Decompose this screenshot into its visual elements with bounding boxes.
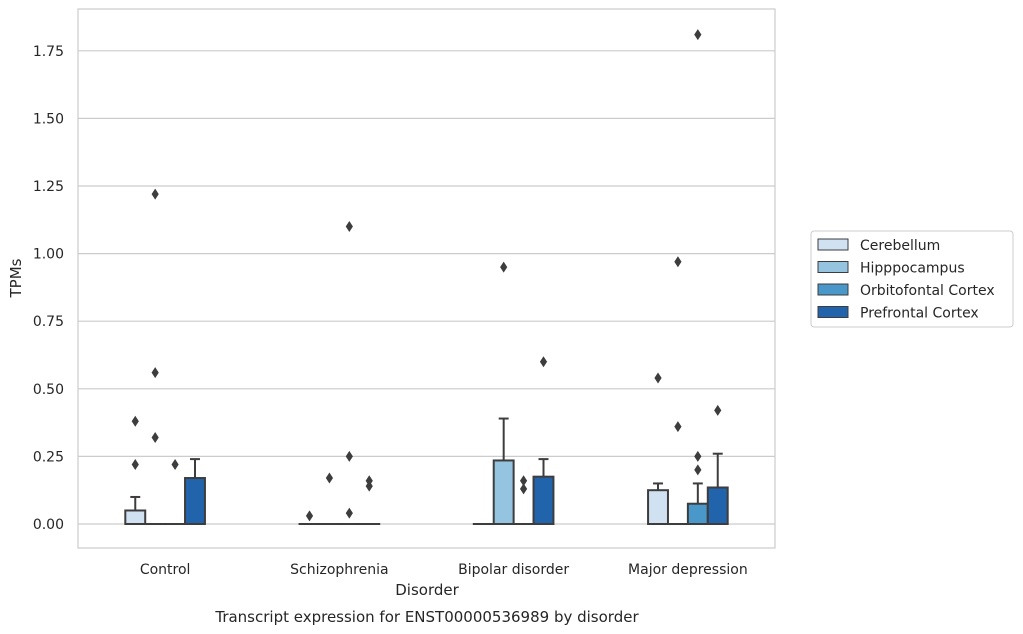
box bbox=[686, 502, 709, 526]
legend-items: Cerebellum Hipppocampus Orbitofontal Corte… bbox=[817, 238, 995, 322]
outlier-point bbox=[305, 510, 314, 522]
outlier-point bbox=[674, 421, 682, 433]
legend-frame bbox=[810, 230, 1014, 328]
chart-caption: Transcript expression for ENST0000053698… bbox=[214, 608, 639, 626]
outlier-point bbox=[500, 261, 508, 273]
outlier-point bbox=[674, 256, 682, 268]
legend-swatch bbox=[817, 261, 849, 273]
outlier-point bbox=[694, 464, 702, 476]
x-axis-label: Disorder bbox=[395, 581, 459, 599]
outlier-point bbox=[519, 483, 528, 495]
x-tick-label: Bipolar disorder bbox=[458, 562, 569, 578]
outlier-point bbox=[131, 415, 139, 427]
y-tick-label: 1.00 bbox=[33, 247, 64, 263]
x-tick-label: Schizophrenia bbox=[290, 562, 388, 578]
y-tick-label: 0.00 bbox=[33, 517, 64, 533]
outlier-point bbox=[345, 450, 353, 462]
box bbox=[532, 475, 555, 525]
grid-lines bbox=[78, 50, 775, 525]
outlier-point bbox=[151, 367, 159, 379]
outliers bbox=[131, 29, 722, 522]
outlier-point bbox=[131, 459, 139, 471]
y-tick-label: 1.75 bbox=[33, 44, 64, 60]
x-tick-labels: Control Schizophrenia Bipolar disorder Majo… bbox=[140, 562, 748, 578]
y-tick-label: 1.25 bbox=[33, 179, 64, 195]
box bbox=[184, 477, 206, 526]
legend-swatch bbox=[817, 238, 849, 251]
outlier-point bbox=[345, 507, 353, 519]
outlier-point bbox=[714, 404, 722, 416]
outlier-point bbox=[151, 431, 159, 443]
y-tick-labels: 0.00 0.25 0.50 0.75 1.00 1.25 1.50 1.75 bbox=[33, 44, 64, 533]
legend-label: Prefrontal Cortex bbox=[860, 306, 979, 322]
outlier-point bbox=[325, 472, 334, 484]
x-tick-label: Major depression bbox=[628, 562, 748, 578]
y-tick-label: 0.25 bbox=[33, 449, 64, 465]
plot-frame bbox=[77, 8, 776, 549]
y-tick-label: 0.75 bbox=[33, 314, 64, 330]
box bbox=[124, 509, 147, 526]
legend-label: Cerebellum bbox=[860, 238, 940, 254]
box bbox=[492, 459, 515, 525]
boxes bbox=[124, 417, 729, 526]
y-axis-label: TPMs bbox=[7, 258, 25, 298]
outlier-point bbox=[694, 450, 702, 462]
legend-label: Orbitofontal Cortex bbox=[860, 283, 995, 299]
outlier-point bbox=[654, 372, 662, 384]
y-tick-label: 0.50 bbox=[33, 382, 64, 398]
legend-swatch bbox=[817, 283, 849, 296]
box bbox=[706, 486, 729, 526]
outlier-point bbox=[345, 221, 353, 233]
legend-label: Hipppocampus bbox=[860, 261, 965, 277]
legend-swatch bbox=[817, 306, 849, 318]
outlier-point bbox=[365, 475, 373, 487]
x-tick-label: Control bbox=[140, 562, 191, 578]
outlier-point bbox=[171, 459, 179, 471]
legend: Cerebellum Hipppocampus Orbitofontal Corte… bbox=[810, 230, 1014, 328]
y-tick-label: 1.50 bbox=[33, 111, 64, 127]
outlier-point bbox=[519, 475, 528, 487]
outlier-point bbox=[694, 29, 702, 41]
box bbox=[647, 489, 669, 526]
outlier-point bbox=[539, 356, 548, 368]
outlier-point bbox=[151, 188, 159, 200]
